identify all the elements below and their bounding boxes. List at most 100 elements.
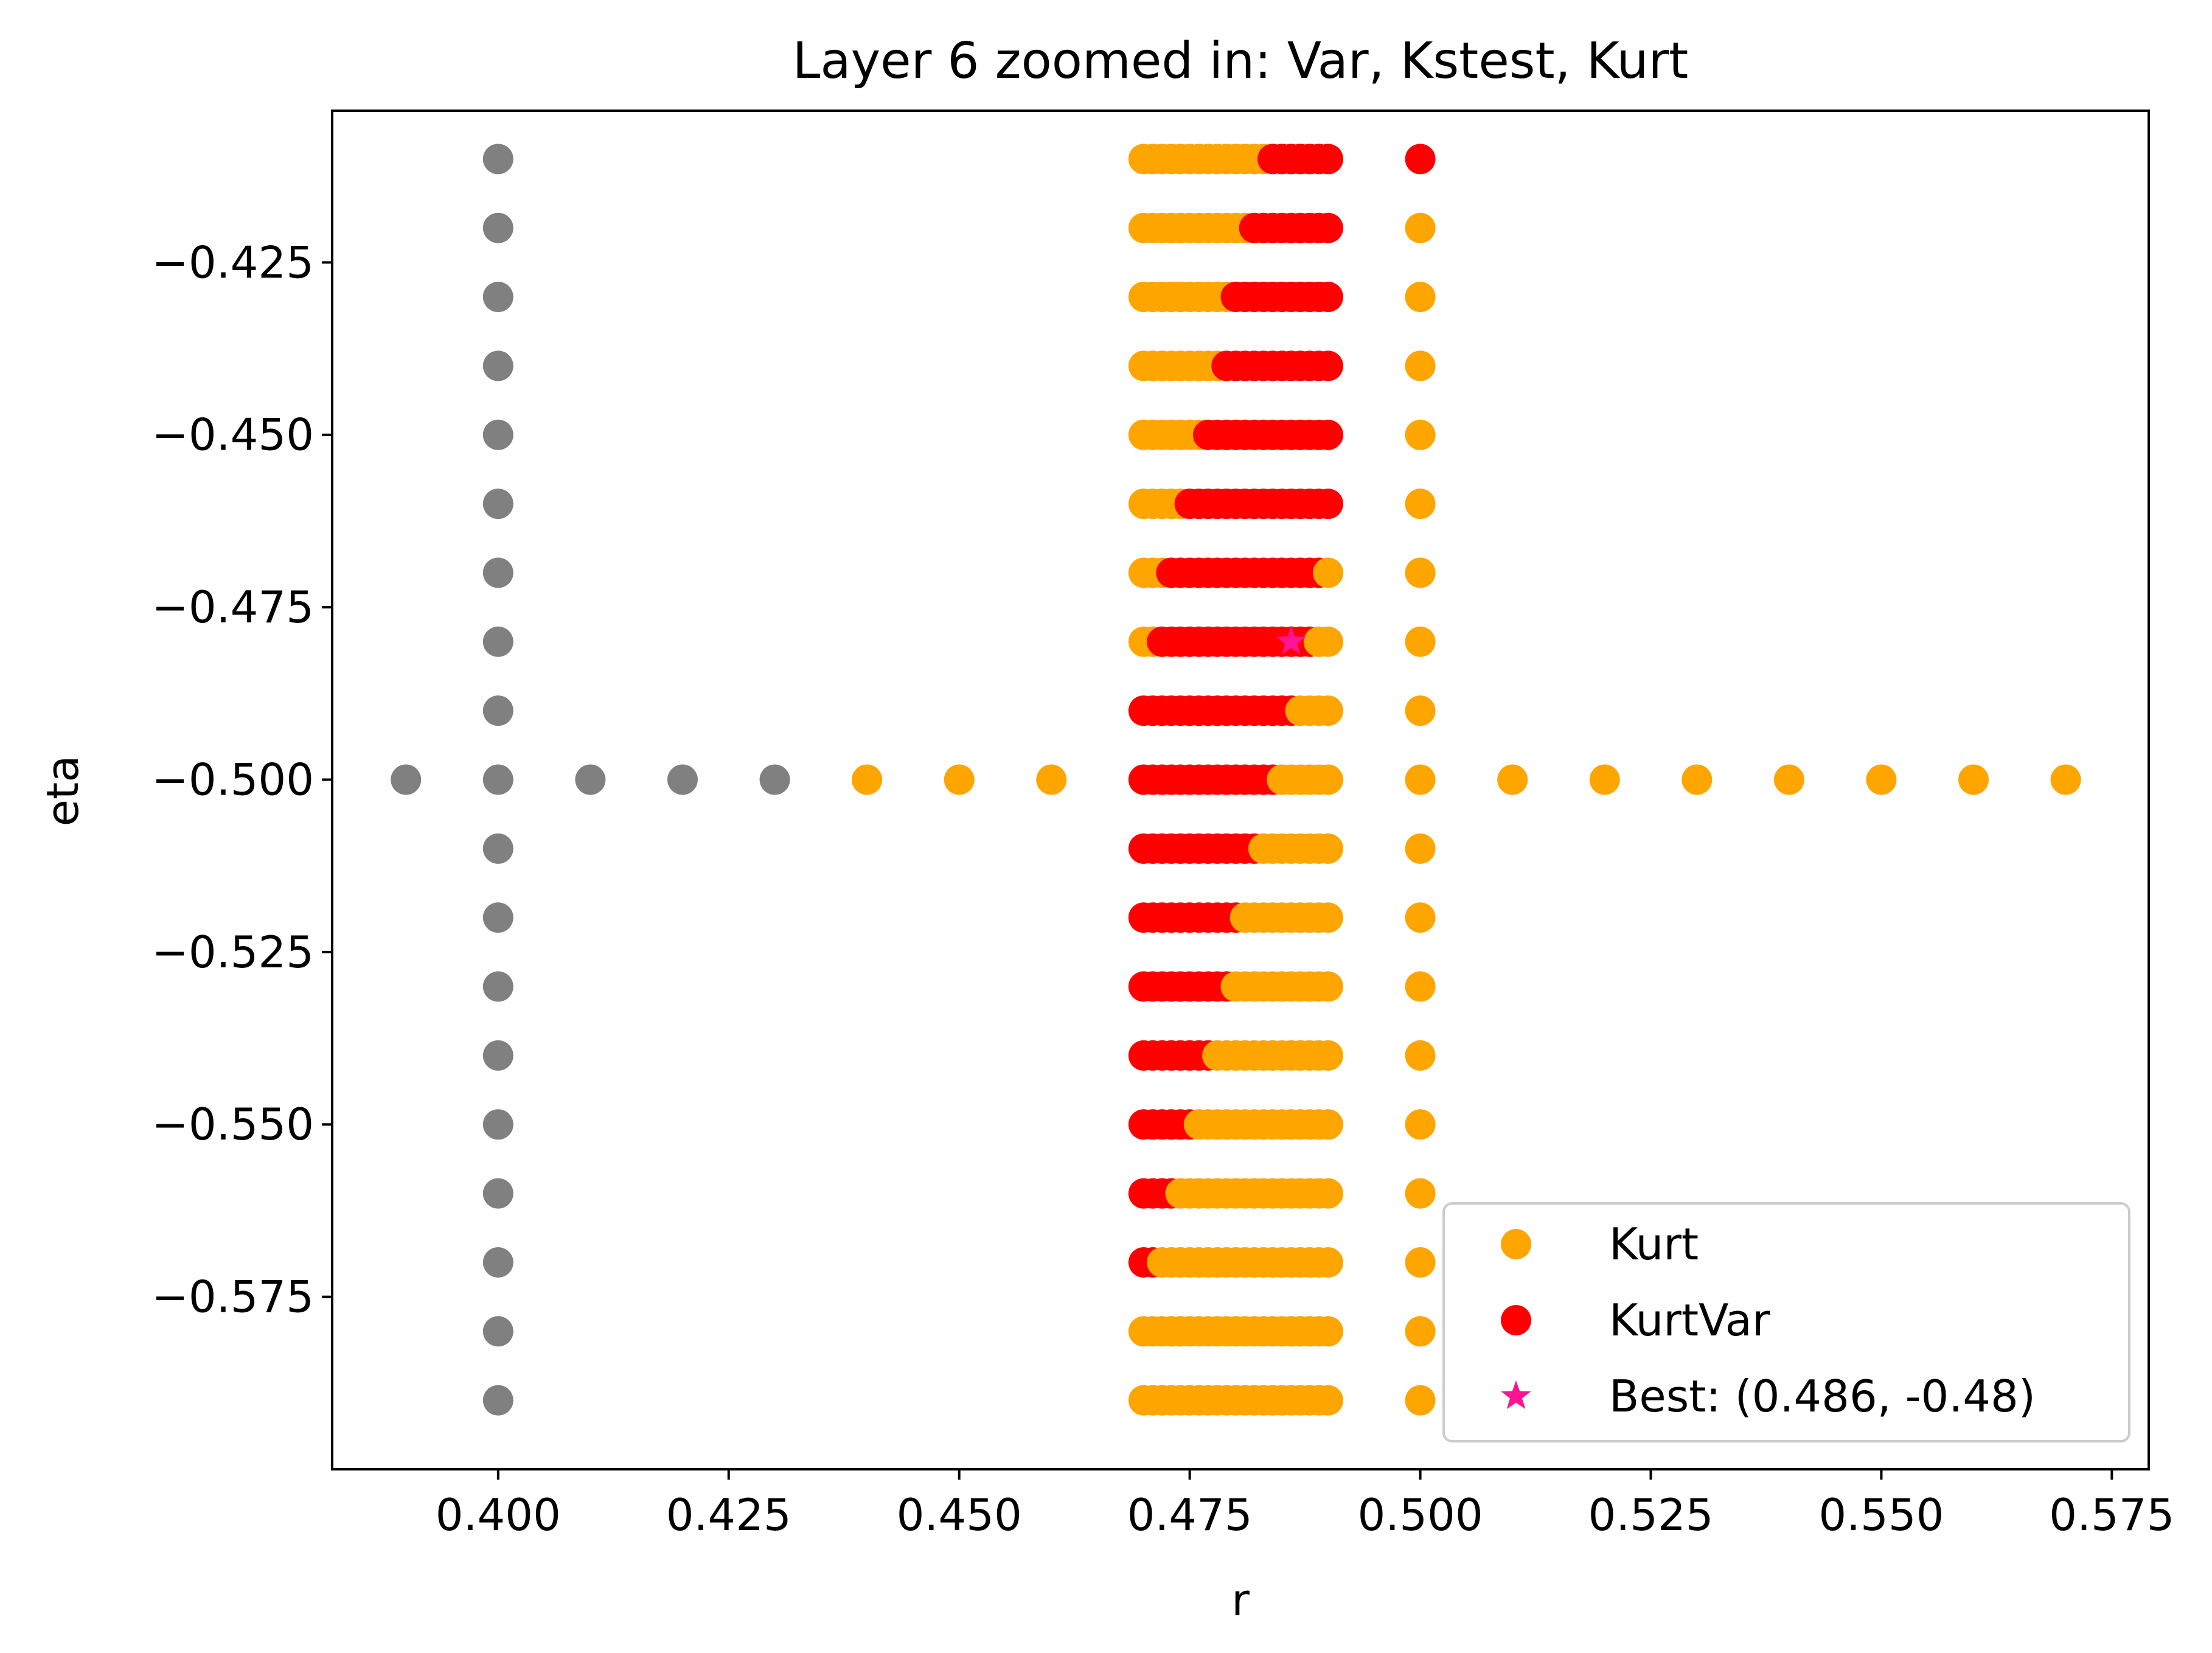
gray-point xyxy=(667,764,698,795)
gray-point xyxy=(482,282,513,313)
gray-point xyxy=(482,1247,513,1278)
kurt-point xyxy=(1405,557,1436,588)
kurt-point xyxy=(1405,350,1436,381)
kurtvar-point xyxy=(1312,212,1343,243)
kurt-point xyxy=(1497,764,1528,795)
y-tick-label: −0.425 xyxy=(152,237,314,288)
best-point-star xyxy=(1276,625,1307,655)
x-tick-label: 0.400 xyxy=(436,1489,561,1540)
legend-label-kurt: Kurt xyxy=(1609,1219,1699,1270)
y-tick-label: −0.475 xyxy=(152,582,314,633)
plot-frame xyxy=(331,110,2150,1470)
x-tick-label: 0.575 xyxy=(2049,1489,2174,1540)
kurt-point xyxy=(2050,764,2081,795)
gray-point xyxy=(482,419,513,450)
kurt-point xyxy=(1405,1385,1436,1416)
gray-point xyxy=(482,144,513,175)
kurt-point xyxy=(1405,1316,1436,1347)
gray-point xyxy=(482,1178,513,1209)
kurt-point xyxy=(1405,1109,1436,1140)
kurt-point xyxy=(1682,764,1713,795)
kurt-point xyxy=(1312,1247,1343,1278)
legend-label-kurtvar: KurtVar xyxy=(1609,1295,1770,1346)
y-tick-label: −0.525 xyxy=(152,927,314,978)
kurt-point xyxy=(1866,764,1897,795)
kurtvar-point xyxy=(1312,144,1343,175)
kurt-point xyxy=(1312,902,1343,933)
kurt-point xyxy=(1405,695,1436,726)
kurt-point xyxy=(1773,764,1804,795)
gray-point xyxy=(482,833,513,864)
kurtvar-point xyxy=(1312,350,1343,381)
kurtvar-point xyxy=(1312,489,1343,520)
kurt-point xyxy=(944,764,975,795)
kurt-point xyxy=(1312,764,1343,795)
gray-point xyxy=(391,764,422,795)
kurt-point xyxy=(1405,1040,1436,1071)
kurt-point xyxy=(1405,1247,1436,1278)
kurtvar-point xyxy=(1312,419,1343,450)
gray-point xyxy=(482,1316,513,1347)
legend-box xyxy=(1442,1202,2130,1442)
legend: Kurt KurtVar Best: (0.486, -0.48) xyxy=(1442,1202,2130,1442)
legend-marker-kurtvar xyxy=(1501,1305,1531,1335)
kurt-point xyxy=(1405,764,1436,795)
kurtvar-point xyxy=(1405,144,1436,175)
kurt-point xyxy=(852,764,883,795)
legend-marker-best xyxy=(1501,1380,1531,1409)
kurt-point xyxy=(1589,764,1620,795)
kurt-point xyxy=(1312,971,1343,1002)
gray-point xyxy=(482,695,513,726)
kurt-point xyxy=(1405,902,1436,933)
x-tick-label: 0.550 xyxy=(1818,1489,1944,1540)
y-tick-label: −0.550 xyxy=(152,1099,314,1150)
gray-point xyxy=(482,1109,513,1140)
x-axis: 0.400 0.425 0.450 0.475 0.500 0.525 0.550 0.575 xyxy=(436,1469,2174,1540)
gray-point xyxy=(482,971,513,1002)
x-tick-label: 0.450 xyxy=(897,1489,1022,1540)
kurt-point xyxy=(1312,1109,1343,1140)
kurt-point xyxy=(1405,419,1436,450)
x-tick-label: 0.500 xyxy=(1358,1489,1483,1540)
kurt-point xyxy=(1405,489,1436,520)
gray-point xyxy=(482,557,513,588)
kurt-point xyxy=(1405,282,1436,313)
chart-title: Layer 6 zoomed in: Var, Kstest, Kurt xyxy=(793,32,1689,90)
kurt-point xyxy=(1958,764,1989,795)
gray-point xyxy=(482,626,513,657)
kurt-point xyxy=(1405,212,1436,243)
gray-point xyxy=(482,902,513,933)
x-tick-label: 0.525 xyxy=(1588,1489,1713,1540)
legend-marker-kurt xyxy=(1501,1229,1531,1259)
y-tick-label: −0.500 xyxy=(152,754,314,805)
gray-point xyxy=(575,764,606,795)
kurt-point xyxy=(1405,1178,1436,1209)
gray-point xyxy=(482,212,513,243)
y-tick-label: −0.450 xyxy=(152,409,314,461)
kurt-point xyxy=(1312,1040,1343,1071)
legend-label-best: Best: (0.486, -0.48) xyxy=(1609,1371,2036,1422)
kurtvar-point xyxy=(1312,282,1343,313)
kurt-point xyxy=(1405,971,1436,1002)
kurt-point xyxy=(1036,764,1067,795)
kurt-point xyxy=(1312,833,1343,864)
kurt-point xyxy=(1312,695,1343,726)
gray-point xyxy=(482,350,513,381)
gray-point xyxy=(759,764,790,795)
y-axis-label: eta xyxy=(37,756,88,827)
kurt-point xyxy=(1405,626,1436,657)
gray-point xyxy=(482,1040,513,1071)
kurt-point xyxy=(1312,626,1343,657)
plot-marks xyxy=(391,144,2081,1416)
x-axis-label: r xyxy=(1231,1575,1250,1626)
y-axis: −0.425 −0.450 −0.475 −0.500 −0.525 −0.550 −0.5… xyxy=(152,237,332,1323)
gray-point xyxy=(482,1385,513,1416)
x-tick-label: 0.425 xyxy=(666,1489,791,1540)
x-tick-label: 0.475 xyxy=(1127,1489,1253,1540)
kurt-point xyxy=(1405,833,1436,864)
kurt-point xyxy=(1312,1178,1343,1209)
kurt-point xyxy=(1312,557,1343,588)
kurt-point xyxy=(1312,1316,1343,1347)
y-tick-label: −0.575 xyxy=(152,1272,314,1323)
